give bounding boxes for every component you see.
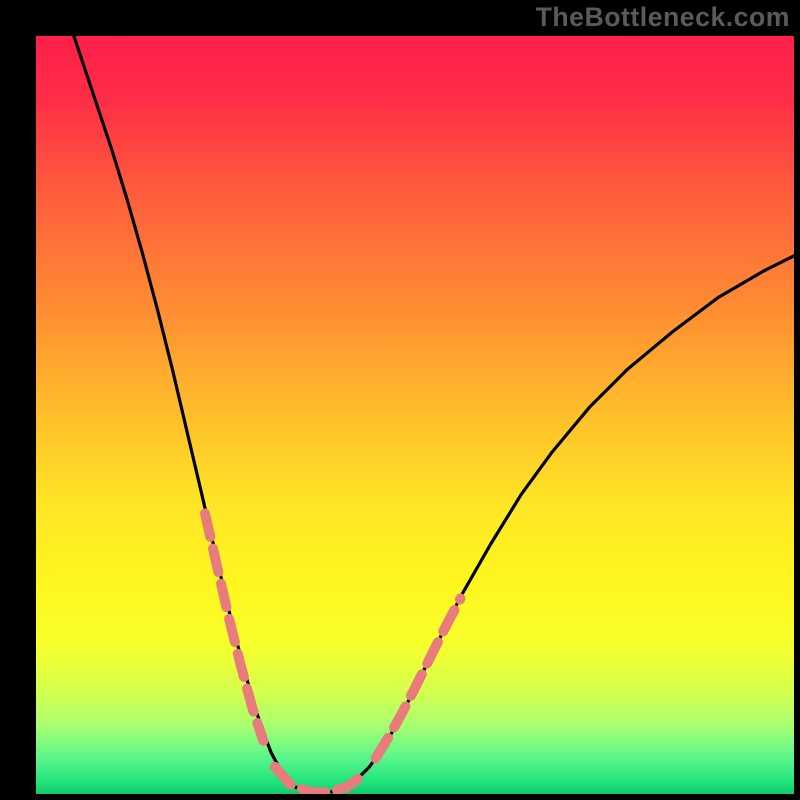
curve-layer (36, 36, 794, 794)
chart-frame: { "watermark": { "text": "TheBottleneck.… (0, 0, 800, 800)
watermark-text: TheBottleneck.com (536, 2, 790, 33)
highlight-group (205, 514, 460, 793)
highlight-segment-1 (275, 767, 366, 793)
bottleneck-curve (74, 36, 794, 793)
plot-area (36, 36, 794, 794)
highlight-segment-0 (205, 514, 263, 741)
highlight-segment-2 (376, 598, 461, 758)
